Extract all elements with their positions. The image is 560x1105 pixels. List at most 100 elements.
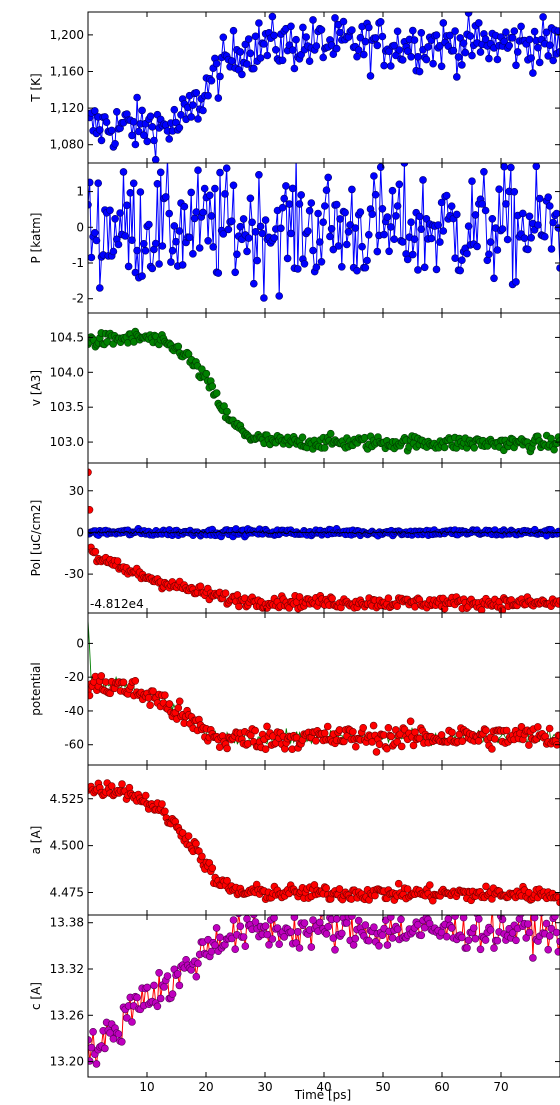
- x-axis-label: Time [ps]: [294, 1088, 351, 1102]
- point-T-0-226: [466, 32, 475, 40]
- ytick-label-c-0: 13.20: [50, 1055, 84, 1069]
- point-c-0-26: [128, 1018, 136, 1026]
- point-T-0-85: [228, 57, 236, 65]
- point-P-0-90: [236, 222, 245, 231]
- point-c-0-238: [486, 926, 495, 934]
- ytick-label-potential-2: -20: [64, 670, 84, 684]
- point-c-0-73: [207, 947, 216, 956]
- point-T-0-214: [446, 31, 454, 40]
- point-P-0-215: [447, 202, 456, 210]
- point-T-0-39: [150, 136, 158, 145]
- point-potential-1-193: [369, 721, 378, 730]
- point-c-0-15: [109, 1035, 118, 1043]
- point-P-0-18: [114, 240, 123, 249]
- point-c-0-199: [420, 923, 429, 932]
- point-P-0-5: [92, 236, 101, 245]
- point-T-0-218: [452, 73, 461, 81]
- point-P-0-164: [361, 263, 370, 272]
- point-T-0-106: [263, 51, 272, 60]
- point-c-0-274: [547, 924, 556, 933]
- point-potential-1-304: [533, 723, 542, 731]
- point-T-0-186: [398, 56, 407, 64]
- xtick-label-5: 60: [434, 1080, 449, 1094]
- point-T-0-52: [172, 118, 180, 127]
- point-P-0-36: [145, 220, 153, 229]
- point-P-0-124: [293, 265, 302, 273]
- point-potential-1-181: [351, 742, 360, 751]
- point-P-0-85: [228, 217, 236, 225]
- point-T-0-29: [133, 93, 141, 102]
- point-potential-1-269: [482, 726, 490, 735]
- point-T-0-17: [113, 108, 121, 116]
- point-T-0-273: [545, 41, 554, 50]
- point-T-0-232: [476, 48, 485, 56]
- point-P-0-110: [270, 234, 278, 242]
- panel-v: 103.0 103.5 104.0 104.5 v [A3]: [29, 312, 560, 464]
- point-Pol-2-0: [88, 468, 92, 477]
- point-T-0-51: [170, 105, 179, 114]
- point-a-0-231: [425, 881, 434, 889]
- point-v-0-80: [202, 369, 211, 378]
- ytick-label-a-1: 4.500: [50, 839, 84, 853]
- point-T-0-94: [243, 60, 251, 68]
- point-P-0-153: [342, 240, 351, 249]
- point-T-0-71: [204, 91, 212, 100]
- point-P-0-237: [485, 250, 493, 259]
- ytick-label-T-2: 1,160: [50, 64, 84, 78]
- point-T-0-109: [268, 12, 277, 21]
- point-c-0-277: [552, 928, 560, 937]
- point-a-0-94: [223, 876, 231, 885]
- point-c-0-160: [354, 916, 363, 925]
- point-T-0-129: [302, 33, 311, 41]
- point-T-0-37: [146, 112, 155, 121]
- point-T-0-99: [251, 32, 260, 41]
- point-c-0-213: [444, 915, 453, 923]
- point-T-0-200: [422, 55, 431, 64]
- point-c-0-125: [295, 944, 304, 952]
- point-T-0-64: [192, 89, 201, 97]
- point-c-0-133: [309, 916, 317, 924]
- point-T-0-195: [414, 52, 422, 61]
- point-T-0-246: [500, 37, 509, 46]
- point-T-0-93: [241, 40, 250, 49]
- ytick-label-T-3: 1,200: [50, 28, 84, 42]
- point-Pol-2-20: [113, 557, 122, 565]
- point-P-0-25: [126, 189, 135, 197]
- point-P-0-73: [207, 212, 216, 220]
- point-T-0-167: [366, 72, 375, 80]
- point-c-0-147: [332, 915, 341, 923]
- point-c-0-279: [556, 937, 560, 946]
- point-T-0-247: [502, 28, 510, 37]
- point-P-0-15: [109, 247, 118, 256]
- point-P-0-265: [532, 163, 541, 171]
- point-T-0-272: [544, 52, 553, 60]
- point-potential-1-1: [88, 691, 94, 700]
- point-P-0-74: [209, 243, 217, 251]
- point-T-0-279: [556, 48, 560, 56]
- point-P-0-125: [295, 200, 304, 208]
- point-T-0-145: [329, 50, 338, 59]
- point-c-0-87: [231, 945, 239, 954]
- point-T-0-80: [219, 33, 228, 42]
- point-P-0-50: [168, 246, 177, 255]
- point-T-0-170: [371, 34, 380, 42]
- point-c-0-45: [160, 983, 168, 991]
- point-P-0-229: [471, 211, 480, 219]
- point-T-0-149: [336, 28, 344, 37]
- point-c-0-245: [498, 915, 507, 924]
- point-P-0-40: [151, 239, 160, 248]
- point-potential-1-160: [320, 729, 329, 738]
- point-potential-1-52: [161, 691, 169, 700]
- point-Pol-2-93: [221, 589, 230, 598]
- point-c-0-2: [88, 1043, 96, 1052]
- point-P-0-118: [283, 254, 292, 263]
- point-P-0-266: [534, 221, 542, 229]
- point-P-0-156: [348, 185, 356, 194]
- point-c-0-107: [265, 940, 273, 949]
- point-T-0-206: [432, 31, 441, 39]
- point-potential-1-275: [491, 735, 499, 743]
- point-potential-1-24: [119, 678, 128, 687]
- point-P-0-239: [488, 215, 497, 223]
- point-c-0-75: [211, 941, 219, 950]
- point-P-0-52: [172, 237, 180, 246]
